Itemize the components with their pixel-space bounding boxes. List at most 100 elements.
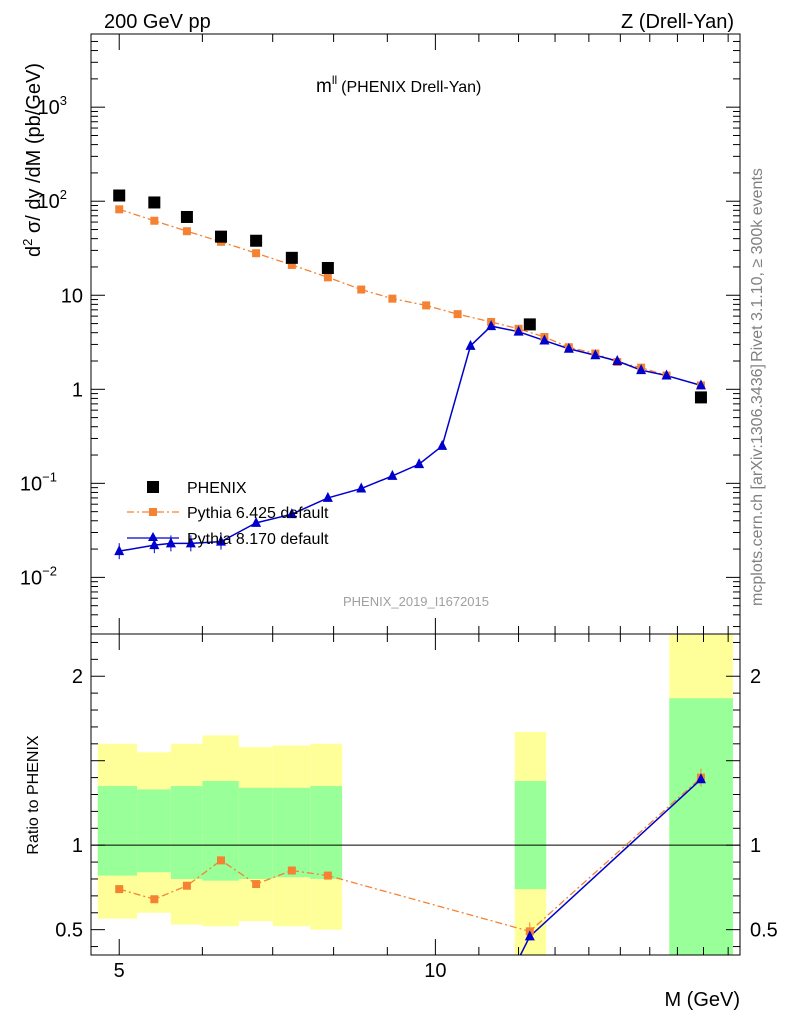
pythia8-point (539, 334, 550, 345)
pythia8-point (590, 349, 601, 360)
ratio-band-green (669, 698, 733, 955)
mcplots-side-label: mcplots.cern.ch [arXiv:1306.3436] (749, 364, 766, 606)
main-title: mll (PHENIX Drell-Yan) (316, 73, 481, 97)
pythia8-point (661, 369, 672, 380)
y-tick-label: 103 (38, 93, 67, 119)
pythia8-point (437, 439, 448, 450)
pythia8-point (251, 516, 262, 527)
title-text: m (316, 76, 332, 97)
pythia8-point (185, 537, 196, 548)
main-marks (113, 189, 707, 560)
phenix-point (694, 391, 707, 404)
ratio-axes: 5 10 0.5 0.5 1 1 2 2 (55, 634, 778, 982)
pythia6-point (115, 205, 124, 214)
phenix-point (148, 196, 161, 209)
pythia8-point (286, 508, 297, 519)
main-ylabel: d2 σ/ dy /dM (pb/GeV) (20, 63, 45, 257)
y-tick-label: 10 (61, 285, 83, 307)
ratio-pythia8-point (695, 773, 706, 784)
ratio-y-tick-label: 1 (72, 835, 83, 857)
pythia6-point (388, 294, 397, 303)
ratio-pythia8-point (524, 930, 535, 941)
phenix-point (250, 234, 263, 247)
ratio-pythia6-point (217, 856, 226, 865)
pythia8-point (114, 545, 125, 556)
ratio-pythia6-point (323, 871, 332, 880)
ratio-ylabel: Ratio to PHENIX (25, 735, 42, 854)
ratio-pythia6-point (252, 880, 261, 889)
pythia6-point (323, 273, 332, 282)
pythia8-point (636, 364, 647, 375)
ylabel-sup: 2 (20, 239, 35, 246)
y-tick-label: 10−2 (20, 563, 57, 589)
phenix-point (321, 261, 334, 274)
y-tick-label: 1 (72, 379, 83, 401)
ratio-band-green (170, 786, 203, 879)
ratio-y-tick-label-right: 0.5 (750, 920, 778, 942)
legend-pythia8-label: Pythia 8.170 default (187, 531, 329, 548)
x-tick-label: 5 (114, 960, 125, 982)
phenix-point (113, 189, 126, 202)
ratio-y-tick-label: 0.5 (55, 920, 83, 942)
ylabel-part-b: σ/ dy /dM (pb/GeV) (23, 63, 45, 239)
pythia8-point (322, 491, 333, 502)
pythia6-point (150, 216, 159, 225)
phenix-point (215, 230, 228, 243)
phenix-point (523, 318, 536, 331)
pythia8-point (414, 458, 425, 469)
phenix-point (180, 210, 193, 223)
ratio-bands (97, 634, 733, 955)
phenix-point (285, 251, 298, 264)
y-tick-label: 10−1 (20, 469, 57, 495)
y-tick-label: 102 (38, 187, 67, 213)
ratio-band-green (272, 787, 311, 878)
ratio-panel: 5 10 0.5 0.5 1 1 2 2 Ratio to PHENIX (25, 633, 778, 982)
legend-pythia6-marker (149, 508, 157, 516)
main-axes: 10−2 10−1 1 10 102 103 (20, 33, 740, 634)
pythia6-point (422, 301, 431, 310)
header-right: Z (Drell-Yan) (621, 11, 734, 33)
ratio-pythia6-point (150, 895, 159, 904)
pythia8-point (486, 320, 497, 331)
x-tick-label: 10 (424, 960, 446, 982)
legend-phenix-marker (147, 481, 159, 493)
ratio-band-green (97, 786, 138, 876)
pythia6-point (357, 285, 366, 294)
title-superscript: ll (332, 73, 337, 87)
legend-phenix-label: PHENIX (187, 480, 247, 497)
pythia8-point (695, 379, 706, 390)
ratio-band-green (310, 786, 343, 879)
pythia8-line (119, 325, 702, 552)
ratio-marks (115, 768, 706, 956)
legend-pythia6-label: Pythia 6.425 default (187, 505, 329, 522)
pythia8-point (216, 535, 227, 546)
ratio-pythia6-point (287, 866, 296, 875)
ratio-y-tick-label-right: 2 (750, 666, 761, 688)
pythia8-point (563, 342, 574, 353)
pythia8-point (465, 339, 476, 350)
title-subtitle: (PHENIX Drell-Yan) (341, 79, 481, 96)
pythia8-point (149, 539, 160, 550)
pythia6-point (252, 249, 261, 258)
rivet-side-label: Rivet 3.1.10, ≥ 300k events (749, 168, 766, 362)
pythia8-point (165, 537, 176, 548)
ratio-band-green (202, 780, 239, 881)
ratio-y-tick-label-right: 1 (750, 835, 761, 857)
ratio-y-tick-label: 2 (72, 666, 83, 688)
ratio-band-green (238, 787, 273, 879)
ratio-band-green (514, 780, 547, 890)
pythia6-point (453, 310, 462, 319)
pythia8-point (356, 482, 367, 493)
pythia8-point (513, 325, 524, 336)
analysis-watermark: PHENIX_2019_I1672015 (343, 594, 489, 609)
legend-pythia8-marker (148, 532, 158, 541)
pythia8-point (387, 469, 398, 480)
ratio-band-green (137, 789, 171, 873)
header-left: 200 GeV pp (104, 11, 211, 33)
pythia6-point (182, 227, 191, 236)
ratio-pythia6-point (115, 885, 124, 894)
x-axis-label: M (GeV) (664, 989, 740, 1011)
ylabel-part-a: d (23, 246, 45, 257)
